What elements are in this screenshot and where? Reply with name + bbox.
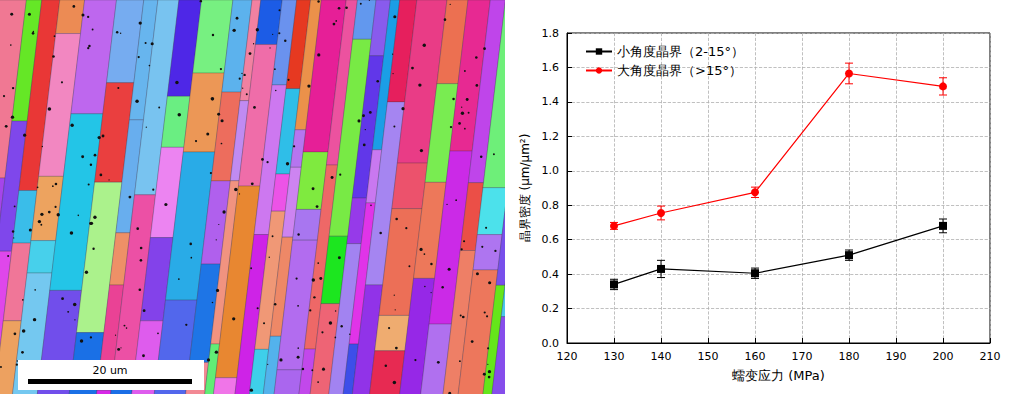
svg-text:200: 200 <box>933 350 954 363</box>
svg-text:180: 180 <box>839 350 860 363</box>
svg-text:0.4: 0.4 <box>542 268 560 281</box>
svg-text:150: 150 <box>698 350 719 363</box>
svg-text:130: 130 <box>604 350 625 363</box>
svg-text:1.6: 1.6 <box>542 61 560 74</box>
svg-text:晶界密度 (μm/μm²): 晶界密度 (μm/μm²) <box>518 134 532 243</box>
svg-text:160: 160 <box>745 350 766 363</box>
svg-text:小角度晶界（2-15°）: 小角度晶界（2-15°） <box>617 44 744 59</box>
svg-text:0.6: 0.6 <box>542 233 560 246</box>
svg-text:1.8: 1.8 <box>542 27 560 40</box>
svg-text:170: 170 <box>792 350 813 363</box>
svg-text:20 um: 20 um <box>92 364 127 377</box>
svg-text:120: 120 <box>557 350 578 363</box>
svg-text:0.2: 0.2 <box>542 302 560 315</box>
svg-text:大角度晶界（>15°）: 大角度晶界（>15°） <box>617 63 742 78</box>
svg-text:1.4: 1.4 <box>542 95 560 108</box>
svg-text:210: 210 <box>980 350 1001 363</box>
svg-text:1.0: 1.0 <box>542 164 560 177</box>
svg-text:0.8: 0.8 <box>542 199 560 212</box>
svg-text:190: 190 <box>886 350 907 363</box>
svg-text:蠕变应力 (MPa): 蠕变应力 (MPa) <box>732 368 825 383</box>
svg-text:0.0: 0.0 <box>542 337 560 350</box>
svg-text:1.2: 1.2 <box>542 130 560 143</box>
svg-text:140: 140 <box>651 350 672 363</box>
